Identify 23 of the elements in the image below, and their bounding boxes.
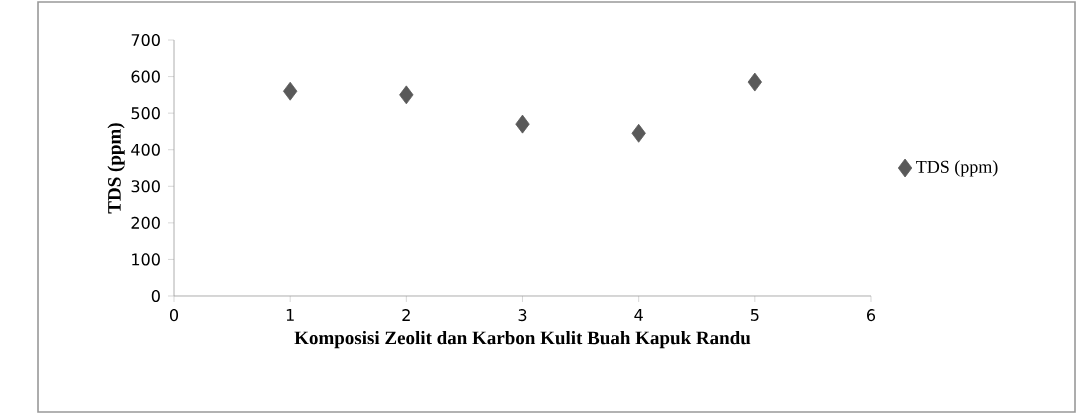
y-tick-label: 200 — [131, 216, 160, 229]
x-tick-label: 5 — [750, 309, 759, 321]
point — [283, 81, 298, 101]
y-tick-label: 700 — [131, 33, 160, 47]
x-tick-label: 1 — [286, 309, 294, 321]
x-tick-label: 2 — [402, 309, 410, 321]
y-tick-label: 600 — [131, 70, 160, 83]
x-tick-label: 6 — [867, 309, 876, 322]
y-tick-label: 100 — [132, 253, 160, 266]
point — [631, 123, 646, 143]
x-tick-label: 3 — [518, 309, 527, 322]
point — [399, 85, 414, 105]
legend-label: TDS (ppm) — [916, 160, 998, 177]
x-axis-title: Komposisi Zeolit dan Karbon Kulit Buah Kapuk Randu — [294, 330, 751, 349]
point — [515, 114, 530, 134]
point — [747, 72, 762, 92]
y-tick-label: 300 — [131, 180, 160, 193]
y-axis-title: TDS (ppm) — [107, 123, 125, 214]
y-tick-label: 500 — [131, 107, 160, 120]
x-tick-label: 4 — [634, 309, 643, 321]
x-tick-label: 0 — [169, 309, 179, 322]
y-tick-label: 0 — [151, 289, 160, 303]
y-tick-label: 400 — [131, 143, 160, 156]
